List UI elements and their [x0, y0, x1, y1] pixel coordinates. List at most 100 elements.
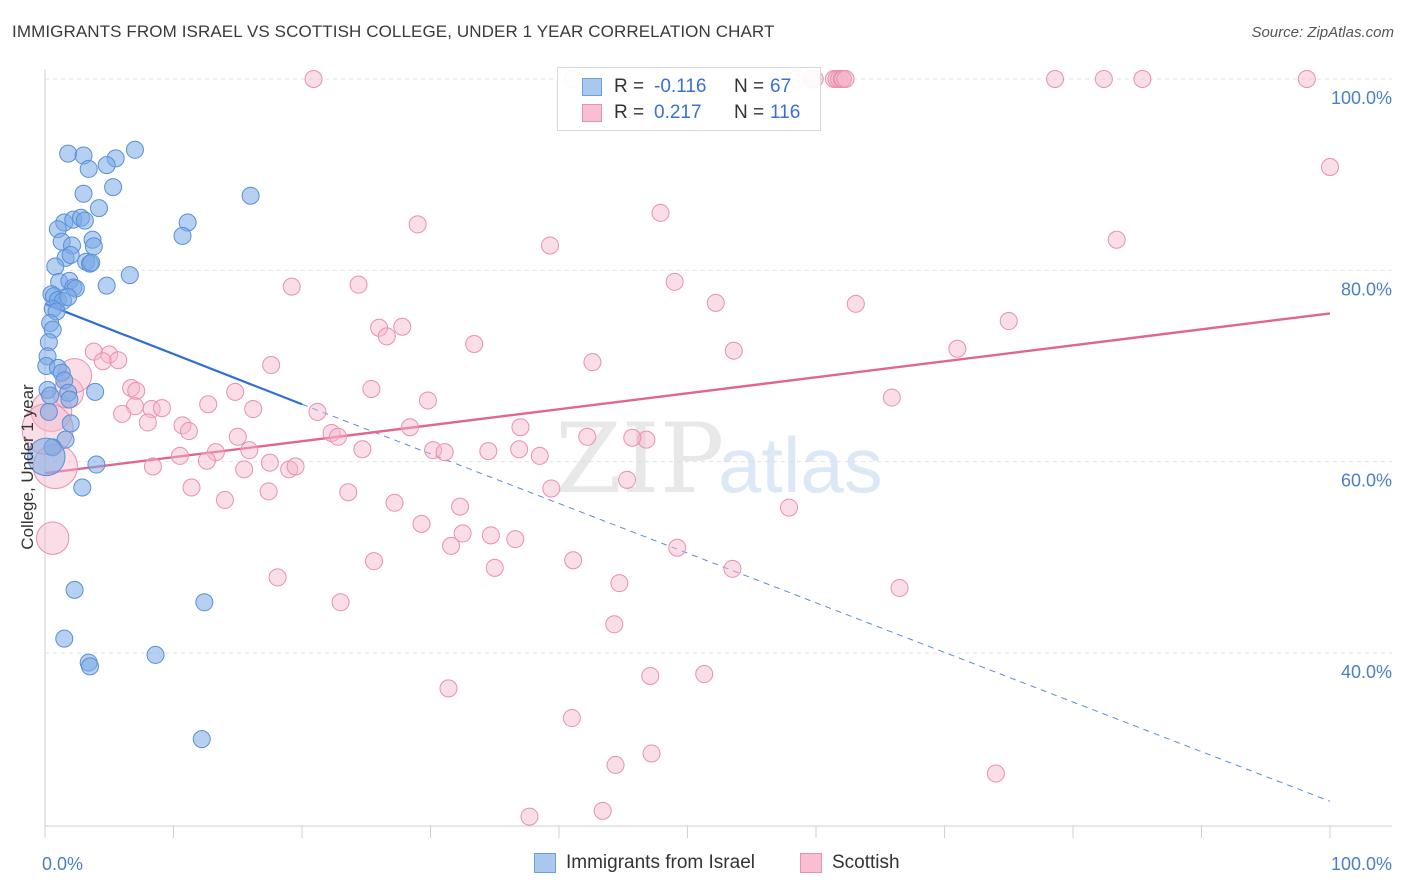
data-point-scottish	[418, 391, 437, 410]
data-point-scottish	[286, 457, 305, 476]
data-point-scottish	[564, 551, 583, 570]
y-tick-label: 80.0%	[1341, 279, 1392, 299]
data-point-scottish	[142, 400, 161, 419]
data-point-scottish	[304, 70, 323, 88]
data-point-scottish	[424, 441, 443, 460]
data-point-israel	[73, 478, 92, 497]
data-point-scottish	[143, 457, 162, 476]
data-point-israel	[82, 253, 101, 272]
legend-swatch-israel	[582, 78, 602, 96]
data-point-scottish	[262, 356, 281, 375]
data-point-scottish	[583, 353, 602, 372]
data-point-scottish	[393, 317, 412, 336]
data-point-scottish	[331, 593, 350, 612]
legend-n-value: 116	[770, 102, 801, 123]
data-point-scottish	[723, 559, 742, 578]
data-point-israel	[146, 645, 165, 664]
trend-line-israel	[44, 302, 303, 406]
data-point-scottish	[668, 538, 687, 557]
data-point-scottish	[641, 666, 660, 685]
data-point-scottish	[244, 400, 263, 419]
bottom-legend-label-israel: Immigrants from Israel	[566, 852, 755, 873]
legend-n-label: N =	[734, 102, 765, 123]
data-point-israel	[79, 159, 98, 178]
data-point-scottish	[182, 478, 201, 497]
bottom-legend-label-scottish: Scottish	[832, 852, 900, 873]
source-label: Source: ZipAtlas.com	[1251, 24, 1394, 41]
data-point-israel	[75, 211, 94, 230]
grid-lines	[45, 78, 1392, 654]
data-point-scottish	[84, 342, 103, 361]
data-point-scottish	[268, 568, 287, 587]
data-point-israel	[104, 178, 123, 197]
data-point-scottish	[510, 440, 529, 459]
data-point-israel	[61, 246, 80, 265]
data-point-israel	[74, 184, 93, 203]
data-point-scottish	[197, 451, 216, 470]
data-point-scottish	[882, 388, 901, 407]
data-point-israel	[120, 266, 139, 285]
data-point-scottish	[36, 521, 70, 555]
data-point-scottish	[435, 443, 454, 462]
data-point-scottish	[695, 665, 714, 684]
bottom-legend-israel: Immigrants from Israel	[534, 852, 755, 874]
data-point-scottish	[890, 578, 909, 597]
data-point-scottish	[408, 215, 427, 234]
data-point-scottish	[377, 327, 396, 346]
data-point-israel	[59, 144, 78, 163]
data-point-israel	[39, 402, 58, 421]
data-point-israel	[192, 730, 211, 749]
data-point-scottish	[511, 418, 530, 437]
data-point-scottish	[260, 453, 279, 472]
x-tick-label: 100.0%	[1331, 854, 1392, 874]
data-point-scottish	[506, 530, 525, 549]
data-point-scottish	[228, 427, 247, 446]
data-point-israel	[125, 140, 144, 159]
data-point-israel	[59, 288, 78, 307]
legend-swatch-scottish	[582, 104, 602, 122]
data-point-israel	[86, 382, 105, 401]
data-point-scottish	[1046, 70, 1065, 88]
data-point-scottish	[1107, 230, 1126, 249]
data-point-scottish	[651, 203, 670, 222]
data-point-scottish	[637, 430, 656, 449]
data-point-israel	[80, 657, 99, 676]
data-point-israel	[87, 455, 106, 474]
data-point-scottish	[93, 352, 112, 371]
data-point-scottish	[605, 615, 624, 634]
watermark-atlas: atlas	[718, 421, 883, 509]
data-point-israel	[27, 437, 66, 477]
data-point-israel	[84, 237, 103, 256]
data-point-scottish	[623, 428, 642, 447]
data-point-scottish	[362, 379, 381, 398]
legend-n-label: N =	[734, 76, 765, 97]
data-point-scottish	[259, 482, 278, 501]
legend-n-value: 67	[770, 76, 792, 97]
data-point-scottish	[1133, 70, 1152, 88]
data-point-scottish	[485, 558, 504, 577]
bottom-legend-scottish: Scottish	[800, 852, 900, 874]
data-point-scottish	[999, 312, 1018, 331]
data-point-israel	[41, 386, 60, 405]
bottom-legend-swatch-scottish	[800, 853, 822, 873]
data-point-scottish	[179, 422, 198, 441]
data-point-scottish	[226, 382, 245, 401]
data-point-scottish	[530, 446, 549, 465]
x-tick-label: 0.0%	[42, 854, 83, 874]
data-point-scottish	[353, 440, 372, 459]
data-point-scottish	[364, 552, 383, 571]
data-point-israel	[61, 414, 80, 433]
data-point-israel	[97, 156, 116, 175]
data-point-scottish	[199, 395, 218, 414]
watermark-zip: ZIP	[555, 403, 724, 515]
y-axis-label: College, Under 1 year	[18, 384, 37, 550]
data-point-scottish	[642, 744, 661, 763]
data-point-scottish	[1297, 70, 1316, 88]
tick-labels: 40.0% 60.0% 80.0% 100.0% 0.0% 100.0%	[42, 88, 1392, 874]
data-point-scottish	[400, 418, 419, 437]
data-point-scottish	[665, 272, 684, 291]
data-point-scottish	[113, 404, 132, 423]
data-point-scottish	[235, 460, 254, 479]
